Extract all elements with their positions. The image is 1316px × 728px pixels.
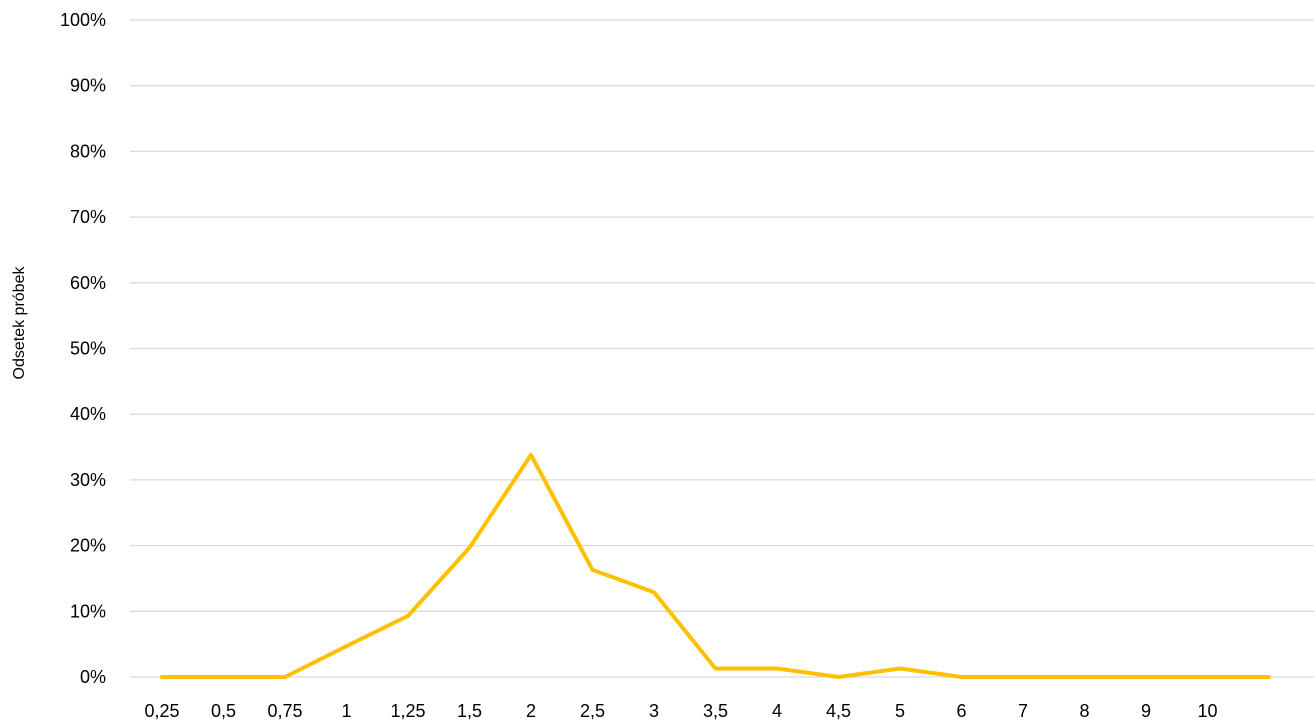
x-tick-label: 9 bbox=[1141, 701, 1151, 721]
x-tick-label: 1 bbox=[341, 701, 351, 721]
y-axis-tick-labels: 0% 10% 20% 30% 40% 50% 60% 70% 80% 90% 100% bbox=[60, 10, 106, 687]
y-tick-label: 50% bbox=[70, 339, 106, 359]
x-tick-label: 7 bbox=[1018, 701, 1028, 721]
x-tick-label: 8 bbox=[1079, 701, 1089, 721]
x-tick-label: 0,75 bbox=[267, 701, 302, 721]
y-tick-label: 10% bbox=[70, 601, 106, 621]
y-tick-label: 20% bbox=[70, 536, 106, 556]
x-tick-label: 3 bbox=[649, 701, 659, 721]
x-tick-label: 4 bbox=[772, 701, 782, 721]
x-tick-label: 0,5 bbox=[211, 701, 236, 721]
y-axis-title: Odsetek próbek bbox=[11, 266, 28, 380]
series-line bbox=[160, 452, 1271, 679]
y-tick-label: 90% bbox=[70, 76, 106, 96]
x-tick-label: 5 bbox=[895, 701, 905, 721]
x-tick-label: 6 bbox=[956, 701, 966, 721]
x-axis-tick-labels: 0,25 0,5 0,75 1 1,25 1,5 2 2,5 3 3,5 4 4,5 5 6 7 8 9 10 bbox=[144, 701, 1217, 721]
y-tick-label: 70% bbox=[70, 207, 106, 227]
x-tick-label: 2 bbox=[526, 701, 536, 721]
x-tick-label: 3,5 bbox=[703, 701, 728, 721]
x-tick-label: 10 bbox=[1197, 701, 1217, 721]
x-tick-label: 2,5 bbox=[580, 701, 605, 721]
x-tick-label: 1,25 bbox=[390, 701, 425, 721]
x-tick-label: 1,5 bbox=[457, 701, 482, 721]
x-tick-label: 0,25 bbox=[144, 701, 179, 721]
gridlines bbox=[130, 19, 1314, 678]
y-tick-label: 100% bbox=[60, 10, 106, 30]
y-tick-label: 40% bbox=[70, 404, 106, 424]
y-tick-label: 60% bbox=[70, 273, 106, 293]
y-tick-label: 0% bbox=[80, 667, 106, 687]
x-tick-label: 4,5 bbox=[826, 701, 851, 721]
series-group bbox=[160, 452, 1271, 679]
y-tick-label: 30% bbox=[70, 470, 106, 490]
y-tick-label: 80% bbox=[70, 141, 106, 161]
